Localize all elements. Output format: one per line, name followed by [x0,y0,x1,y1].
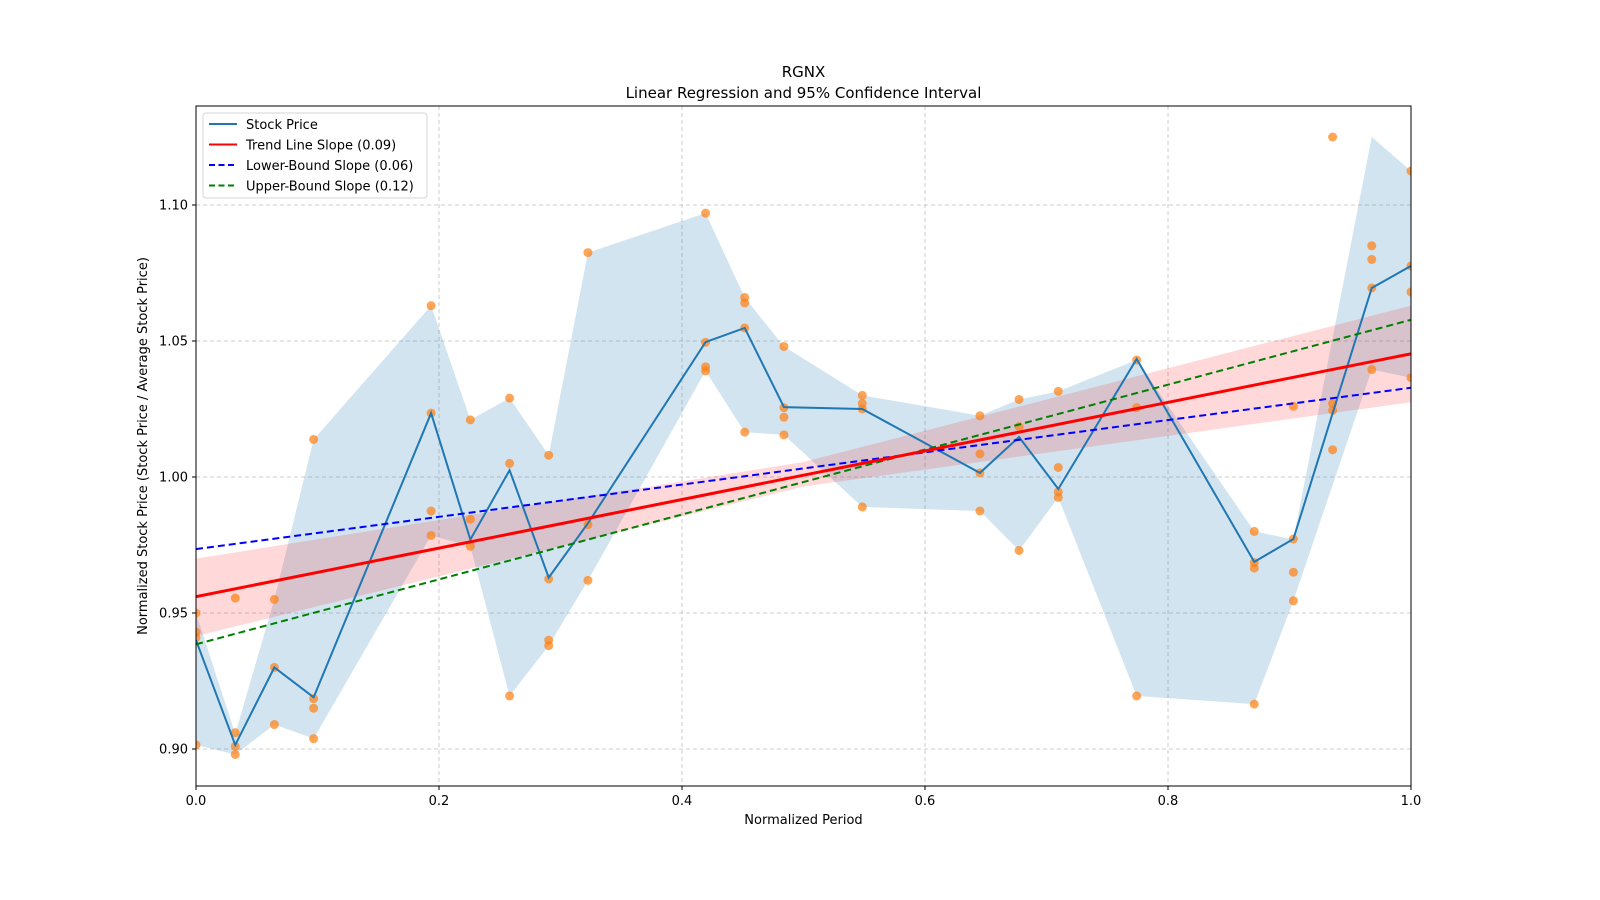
y-tick-label: 0.90 [159,743,188,758]
legend: Stock Price Trend Line Slope (0.09) Lower-… [202,112,428,199]
scatter-point [1367,365,1377,375]
scatter-point [740,298,750,308]
scatter-point [1328,132,1338,142]
trend-line [196,352,1411,599]
x-tick-label: 0.8 [1158,794,1179,809]
scatter-point [779,430,789,440]
scatter-point [583,575,593,585]
scatter-point [1249,563,1259,573]
scatter-point [857,502,867,512]
lower-bound-line [196,386,1411,551]
scatter-point [426,506,436,516]
scatter-point [426,530,436,540]
x-tick-label: 0.6 [915,794,936,809]
legend-label: Lower-Bound Slope (0.06) [246,159,413,174]
x-tick-label: 1.0 [1401,794,1422,809]
scatter-point [1132,691,1142,701]
scatter-point [1288,567,1298,577]
scatter-point [779,341,789,351]
scatter-point [1014,545,1024,555]
scatter-point [1053,492,1063,502]
y-tick-label: 1.00 [159,471,188,486]
y-tick-label: 1.10 [159,199,188,214]
scatter-point [196,608,201,618]
scatter-point [230,593,240,603]
chart-subtitle: Linear Regression and 95% Confidence Int… [626,84,982,102]
scatter-point [1249,526,1259,536]
scatter-point [701,366,711,376]
scatter-point [1014,394,1024,404]
legend-label: Trend Line Slope (0.09) [245,139,396,154]
legend-label: Stock Price [246,118,318,133]
scatter-point [465,514,475,524]
stock-price-line [196,265,1411,748]
scatter-point [309,434,319,444]
scatter-point [975,506,985,516]
scatter-point [309,734,319,744]
y-tick-label: 0.95 [159,607,188,622]
plot-area [196,106,1411,786]
scatter-point [1288,596,1298,606]
scatter-point [740,427,750,437]
x-tick-label: 0.2 [429,794,450,809]
scatter-point [779,412,789,422]
scatter-point [465,415,475,425]
axes: 0.0 0.2 0.4 0.6 0.8 1.0 0.90 0.95 1.00 1.05 1.10 [159,105,1422,809]
scatter-point [857,390,867,400]
scatter-point [1053,386,1063,396]
scatter-point [269,594,279,604]
scatter-point [465,541,475,551]
scatter-point [583,248,593,258]
y-axis-label: Normalized Stock Price (Stock Price / Av… [136,257,151,635]
scatter-point [975,449,985,459]
scatter-point [1367,254,1377,264]
scatter-point [309,703,319,713]
scatter-point [975,411,985,421]
scatter-point [196,632,201,642]
x-tick-label: 0.4 [672,794,693,809]
upper-bound-line [196,318,1411,646]
scatter-point [1406,373,1411,383]
scatter-point [1249,699,1259,709]
scatter-point [505,458,515,468]
x-tick-label: 0.0 [186,794,207,809]
scatter-point [505,393,515,403]
high-low-band [196,137,1411,755]
legend-box [202,112,428,199]
scatter-point [1053,462,1063,472]
scatter-point [230,728,240,738]
scatter-point [544,641,554,651]
plot-frame [195,105,1412,787]
scatter-point [196,740,201,750]
scatter-point [1367,241,1377,251]
legend-label: Upper-Bound Slope (0.12) [246,180,414,195]
plot-clip-group [196,106,1411,786]
x-axis-label: Normalized Period [744,813,862,828]
scatter-point [426,301,436,311]
scatter-point [1406,166,1411,176]
scatter-point [701,208,711,218]
scatter-point [269,720,279,730]
trend-confidence-band [196,305,1411,637]
scatter-point [1406,287,1411,297]
scatter-point [1328,445,1338,455]
scatter-point [230,749,240,759]
y-tick-label: 1.05 [159,335,188,350]
scatter-point [544,450,554,460]
chart-title: RGNX [782,63,826,81]
scatter-point [505,691,515,701]
